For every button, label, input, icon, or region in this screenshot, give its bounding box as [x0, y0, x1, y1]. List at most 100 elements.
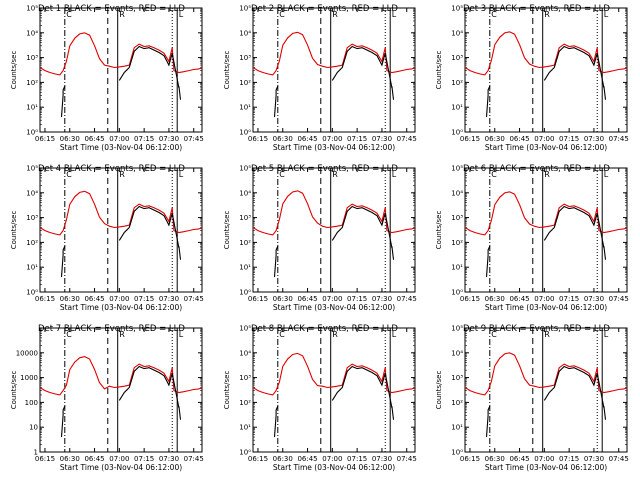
x-axis-label: Start Time (03-Nov-04 06:12:00): [485, 303, 607, 312]
x-axis-label: Start Time (03-Nov-04 06:12:00): [273, 463, 395, 472]
y-tick-label: 10¹: [239, 264, 251, 272]
y-tick-label: 10⁵: [239, 5, 251, 13]
y-tick-label: 10¹: [451, 424, 463, 432]
x-tick-label: 07:45: [184, 135, 204, 143]
vertical-marker-label: C: [66, 330, 72, 339]
panel-det-9: Det 9 BLACK = Events, RED = LLD 10⁰ 10¹ 10²…: [435, 324, 629, 472]
panel-title: Det 9 BLACK = Events, RED = LLD: [463, 324, 610, 334]
y-axis-label: Counts/sec: [435, 211, 443, 250]
y-tick-label: 10⁵: [451, 325, 463, 333]
vertical-marker-label: R: [544, 330, 550, 339]
x-tick-label: 07:30: [584, 295, 604, 303]
x-tick-label: 07:30: [159, 295, 179, 303]
y-axis-label: Counts/sec: [10, 371, 18, 410]
lld-series-line: [39, 32, 203, 76]
x-tick-label: 06:15: [460, 135, 480, 143]
y-tick-label: 10⁴: [26, 189, 38, 197]
y-tick-label: 10⁵: [26, 5, 38, 13]
x-tick-label: 06:45: [84, 295, 104, 303]
events-series-line: [485, 365, 607, 438]
x-axis-label: Start Time (03-Nov-04 06:12:00): [485, 143, 607, 152]
vertical-marker-label: L: [604, 330, 609, 339]
y-tick-label: 10⁵: [451, 165, 463, 173]
x-tick-label: 07:15: [134, 135, 154, 143]
y-tick-label: 10⁴: [451, 189, 463, 197]
y-tick-label: 10²: [26, 79, 38, 87]
x-tick-label: 06:45: [84, 135, 104, 143]
y-tick-label: 10⁰: [239, 449, 251, 457]
y-tick-label: 10²: [239, 399, 251, 407]
vertical-marker-label: C: [66, 170, 72, 179]
x-tick-label: 06:15: [35, 455, 55, 463]
x-tick-label: 07:30: [159, 455, 179, 463]
x-tick-label: 06:30: [60, 135, 80, 143]
x-tick-label: 07:00: [322, 135, 342, 143]
panel-title: Det 4 BLACK = Events, RED = LLD: [38, 164, 185, 174]
x-tick-label: 06:15: [35, 135, 55, 143]
y-tick-label: 10¹: [239, 104, 251, 112]
y-tick-label: 1000: [20, 374, 38, 382]
y-tick-label: 10⁴: [239, 189, 251, 197]
y-tick-label: 10⁰: [239, 129, 251, 137]
x-tick-label: 07:15: [347, 135, 367, 143]
x-tick-label: 07:15: [559, 295, 579, 303]
y-tick-label: 10¹: [239, 424, 251, 432]
x-tick-label: 06:30: [485, 135, 505, 143]
lld-series-line: [252, 352, 416, 396]
x-tick-label: 07:45: [184, 455, 204, 463]
lld-series-line: [464, 31, 628, 76]
vertical-marker-label: L: [179, 330, 184, 339]
x-tick-label: 07:30: [372, 135, 392, 143]
x-tick-label: 06:15: [248, 135, 268, 143]
x-tick-label: 07:00: [534, 455, 554, 463]
x-axis-label: Start Time (03-Nov-04 06:12:00): [273, 303, 395, 312]
y-tick-label: 10¹: [451, 104, 463, 112]
vertical-marker-label: R: [332, 10, 338, 19]
y-tick-label: 10⁰: [239, 289, 251, 297]
y-tick-label: 10³: [451, 214, 463, 222]
events-series-line: [485, 205, 607, 278]
vertical-marker-label: C: [491, 330, 497, 339]
y-tick-label: 10⁰: [451, 129, 463, 137]
x-tick-label: 07:15: [134, 455, 154, 463]
panel-det-5: Det 5 BLACK = Events, RED = LLD 10⁰ 10¹ 10²…: [223, 164, 417, 312]
lld-series-line: [464, 191, 628, 236]
x-tick-label: 07:45: [609, 295, 629, 303]
y-tick-label: 10⁴: [239, 349, 251, 357]
vertical-marker-label: R: [332, 170, 338, 179]
x-tick-label: 07:30: [159, 135, 179, 143]
events-series-line: [485, 45, 607, 118]
lld-series-line: [39, 190, 203, 236]
y-axis-label: Counts/sec: [223, 211, 231, 250]
events-series-line: [273, 205, 395, 278]
x-tick-label: 06:30: [60, 295, 80, 303]
y-tick-label: 10¹: [26, 104, 38, 112]
vertical-marker-label: R: [119, 330, 125, 339]
y-tick-label: 10³: [239, 374, 251, 382]
y-tick-label: 10²: [239, 79, 251, 87]
vertical-marker-label: L: [179, 10, 184, 19]
y-tick-label: 10¹: [451, 264, 463, 272]
x-tick-label: 06:45: [297, 135, 317, 143]
y-tick-label: 10⁴: [239, 29, 251, 37]
x-tick-label: 06:30: [60, 455, 80, 463]
y-tick-label: 10³: [451, 54, 463, 62]
panel-title: Det 7 BLACK = Events, RED = LLD: [38, 324, 185, 334]
lld-series-line: [252, 190, 416, 236]
vertical-marker-label: R: [119, 170, 125, 179]
x-tick-label: 06:15: [460, 295, 480, 303]
y-tick-label: 10²: [451, 79, 463, 87]
events-series-line: [60, 45, 182, 118]
x-tick-label: 07:45: [397, 295, 417, 303]
x-tick-label: 06:15: [460, 455, 480, 463]
panel-title: Det 1 BLACK = Events, RED = LLD: [38, 4, 185, 14]
x-tick-label: 07:30: [584, 135, 604, 143]
y-axis-label: Counts/sec: [435, 371, 443, 410]
y-tick-label: 10⁴: [451, 349, 463, 357]
x-tick-label: 06:45: [509, 295, 529, 303]
panel-title: Det 8 BLACK = Events, RED = LLD: [251, 324, 398, 334]
panel-det-6: Det 6 BLACK = Events, RED = LLD 10⁰ 10¹ 10²…: [435, 164, 629, 312]
x-tick-label: 07:30: [372, 295, 392, 303]
x-tick-label: 06:30: [273, 455, 293, 463]
